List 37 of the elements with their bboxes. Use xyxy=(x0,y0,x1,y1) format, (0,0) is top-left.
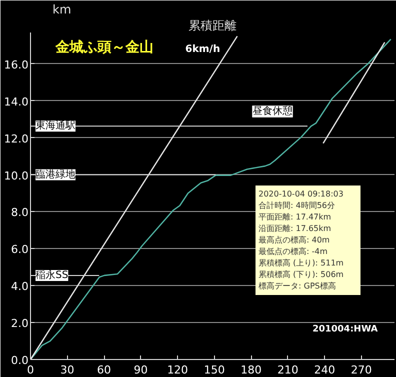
y-tick-label: 6.0 xyxy=(11,243,29,256)
chart-title: 累積距離 xyxy=(188,18,236,32)
y-tick-label: 12.0 xyxy=(4,132,29,146)
y-axis-title: km xyxy=(52,2,72,16)
annotation: 201004:HWA xyxy=(312,324,378,334)
annotation: 東海通駅 xyxy=(36,120,76,132)
annotation: 最高点の標高: 40m xyxy=(258,236,330,244)
annotation: 昼食休憩 xyxy=(252,105,292,117)
x-tick-label: 270 xyxy=(350,364,372,376)
y-tick-label: 4.0 xyxy=(11,280,29,294)
x-tick-label: 0 xyxy=(27,364,34,376)
annotation: 最低点の標高: -4m xyxy=(258,247,328,256)
y-tick-label: 14.0 xyxy=(4,95,29,108)
x-tick-label: 180 xyxy=(240,364,262,376)
y-tick-label: 16.0 xyxy=(4,58,29,72)
x-tick-label: 90 xyxy=(134,364,148,376)
y-tick-label: 0.0 xyxy=(11,354,29,367)
annotation: 標高データ: GPS標高 xyxy=(258,282,336,290)
x-tick-label: 150 xyxy=(204,364,225,376)
x-tick-label: 120 xyxy=(167,364,188,376)
annotation: 2020-10-04 09:18:03 xyxy=(258,190,344,198)
x-tick-label: 60 xyxy=(97,364,112,376)
annotation: 沿面距離: 17.65km xyxy=(258,224,332,233)
y-tick-label: 10.0 xyxy=(4,169,29,182)
annotation: 合計時間: 4時間56分 xyxy=(258,201,336,210)
series-label: 6km/h xyxy=(185,44,220,56)
annotation: 累積標高 (下り): 506m xyxy=(258,270,344,279)
annotation: 累積標高 (上り): 511m xyxy=(258,258,344,268)
x-tick-label: 240 xyxy=(314,364,336,376)
y-tick-label: 2.0 xyxy=(11,317,29,330)
x-tick-label: 30 xyxy=(60,364,74,376)
x-tick-label: 210 xyxy=(277,364,298,376)
annotation: 稲永SS xyxy=(36,268,68,281)
annotation: 臨港緑地 xyxy=(36,168,76,180)
y-tick-label: 8.0 xyxy=(11,206,29,220)
annotation: 平面距離: 17.47km xyxy=(258,212,332,222)
text: 金城ふ頭～金山 xyxy=(54,40,154,56)
